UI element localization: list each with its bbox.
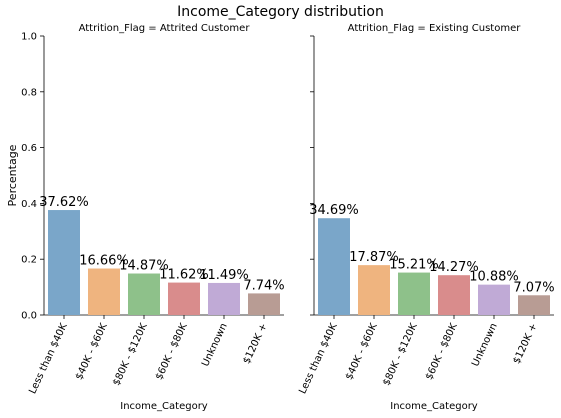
y-tick-label: 0.6: [21, 143, 37, 154]
data-label: 7.07%: [513, 280, 554, 295]
bar: [48, 210, 80, 315]
x-tick-label: $80K - $120K: [381, 321, 420, 387]
bar: [318, 218, 350, 315]
bar: [398, 273, 430, 315]
bar: [478, 285, 510, 315]
x-tick-label: Unknown: [470, 322, 500, 369]
y-tick-label: 0.2: [21, 255, 37, 266]
bar: [438, 275, 470, 315]
data-label: 34.69%: [309, 203, 359, 218]
panel-title: Attrition_Flag = Attrited Customer: [79, 23, 251, 34]
bar: [168, 283, 200, 315]
x-tick-label: Less than $40K: [27, 321, 70, 396]
bar: [208, 283, 240, 315]
data-label: 7.74%: [243, 278, 284, 293]
x-tick-label: $60K - $80K: [154, 321, 190, 382]
bar: [128, 274, 160, 315]
bar: [248, 293, 280, 315]
x-tick-label: $80K - $120K: [111, 321, 150, 387]
x-axis-label: Income_Category: [390, 401, 478, 412]
x-tick-label: Unknown: [200, 322, 230, 369]
x-tick-label: Less than $40K: [297, 321, 340, 396]
y-tick-label: 0.4: [21, 199, 37, 210]
panel-title: Attrition_Flag = Existing Customer: [348, 23, 522, 34]
bar: [358, 265, 390, 315]
x-tick-label: $120K +: [511, 322, 539, 366]
x-tick-label: $120K +: [241, 322, 269, 366]
x-tick-label: $60K - $80K: [424, 321, 460, 382]
y-tick-label: 1.0: [21, 32, 37, 43]
data-label: 10.88%: [469, 270, 519, 285]
x-axis-label: Income_Category: [120, 401, 208, 412]
bar: [88, 269, 120, 315]
data-label: 11.49%: [199, 268, 249, 283]
x-tick-label: $40K - $60K: [74, 321, 110, 382]
x-tick-label: $40K - $60K: [344, 321, 380, 382]
data-label: 37.62%: [39, 195, 89, 210]
y-tick-label: 0.0: [21, 311, 37, 322]
y-axis-label: Percentage: [6, 144, 19, 206]
y-tick-label: 0.8: [21, 87, 37, 98]
bar: [518, 295, 550, 315]
